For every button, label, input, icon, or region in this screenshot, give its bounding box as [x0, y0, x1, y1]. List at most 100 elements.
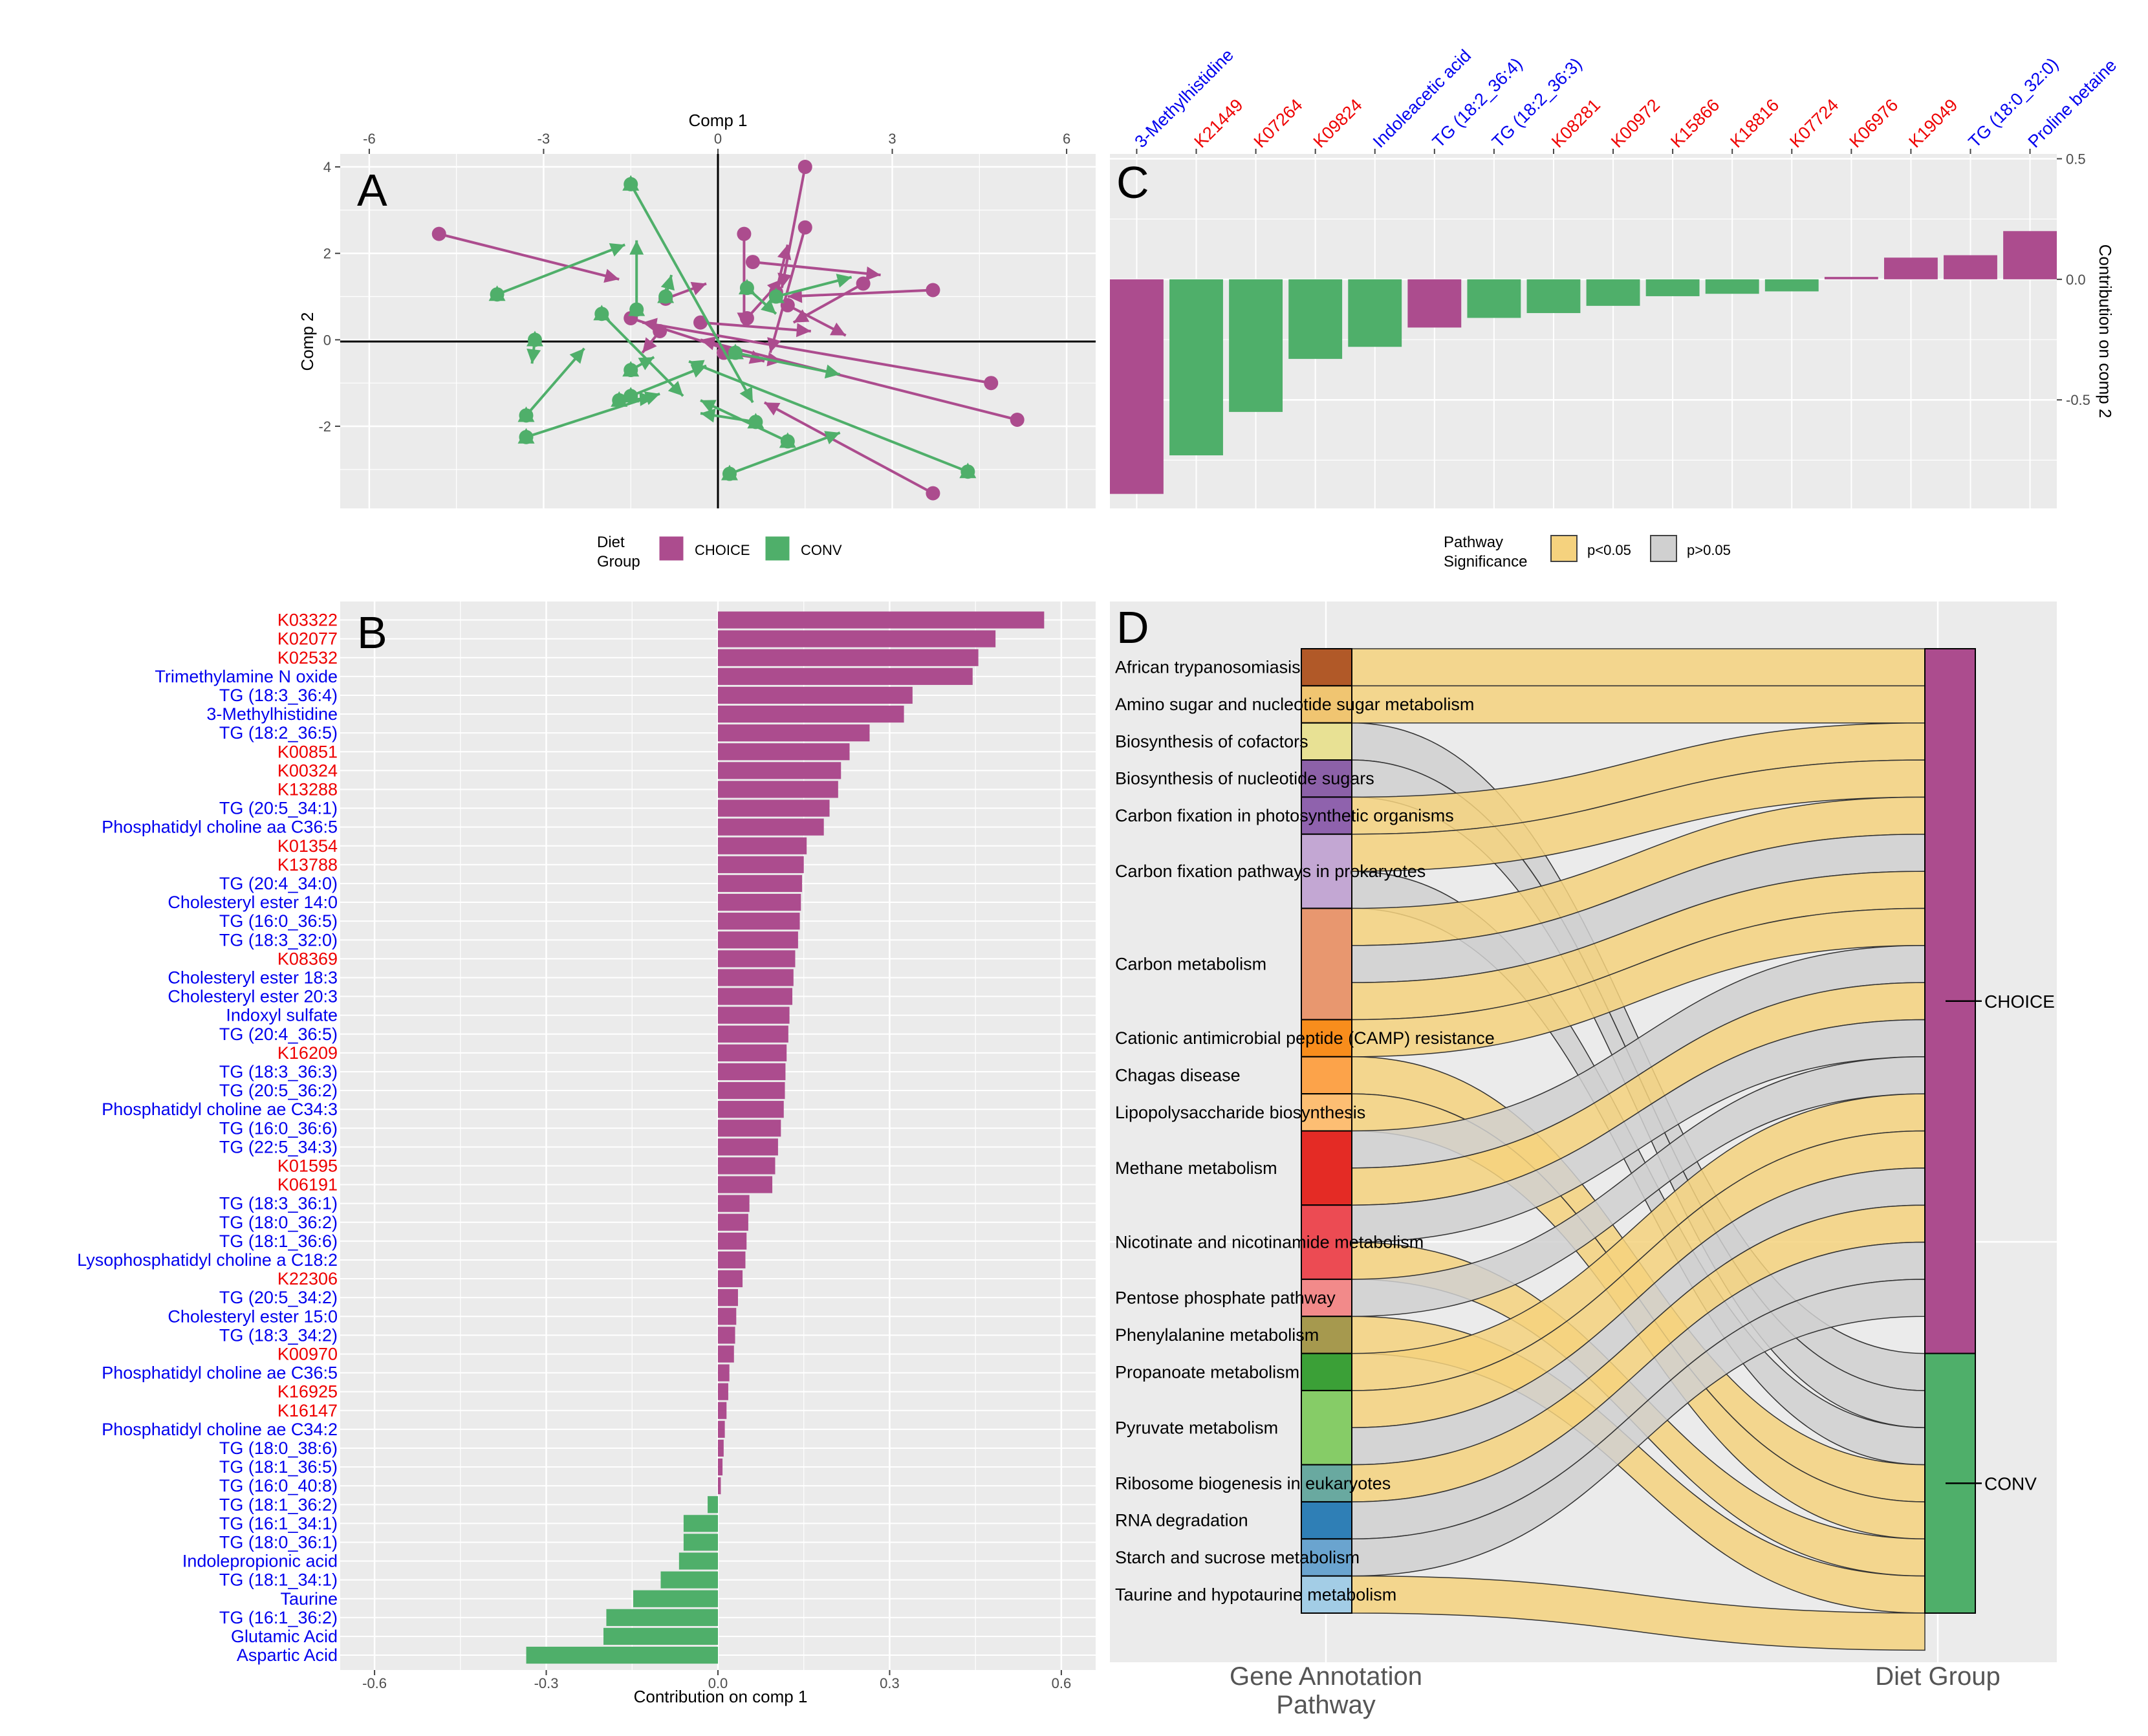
panel-d-labels: African trypanosomiasis Amino sugar and n…: [1115, 658, 2055, 1605]
arrow-line: [700, 321, 811, 332]
point-marker: [780, 298, 795, 312]
y-tick-label: 0: [323, 332, 331, 348]
bar-label: TG (20:4_34:0): [219, 874, 338, 893]
bar: [718, 1327, 735, 1344]
bar-label: Indolepropionic acid: [182, 1552, 338, 1571]
bar: [718, 611, 1045, 629]
bar: [1824, 277, 1878, 279]
panel-c-y-ticks: 0.5 0.0 -0.5: [2057, 151, 2090, 408]
arrow-head: [777, 244, 792, 261]
arrow-head: [609, 243, 625, 257]
pathway-stratum: [1301, 1019, 1352, 1058]
pathway-label: Chagas disease: [1115, 1065, 1241, 1085]
pathway-stratum: [1301, 1130, 1352, 1206]
point-marker: [658, 289, 673, 304]
y-tick-label: -2: [318, 418, 331, 435]
bar-label: TG (20:5_34:2): [219, 1288, 338, 1307]
bar: [718, 686, 913, 704]
point-marker: [594, 307, 609, 321]
bar: [1944, 255, 1997, 279]
bar-label: Indoxyl sulfate: [226, 1006, 338, 1025]
pathway-label: Propanoate metabolism: [1115, 1362, 1299, 1382]
pathway-stratum: [1301, 1575, 1352, 1614]
bar: [718, 1157, 776, 1175]
point-marker: [527, 332, 542, 347]
arrow-head: [700, 400, 717, 413]
panel-b-x-ticks: -0.6 -0.3 0.0 0.3 0.6: [362, 1670, 1071, 1691]
bar-label: K00972: [1607, 95, 1664, 151]
y-tick-label: 0.5: [2066, 151, 2086, 167]
point-marker: [768, 289, 783, 304]
pathway-stratum: [1301, 796, 1352, 835]
bar: [718, 799, 830, 817]
x-tick-label: -6: [363, 131, 376, 147]
pathway-label: Pentose phosphate pathway: [1115, 1288, 1336, 1308]
panel-d-flows: [1351, 648, 1926, 1651]
arrow-head: [739, 386, 753, 403]
bar-label: K07724: [1786, 95, 1842, 151]
bar: [718, 856, 804, 873]
bar: [1110, 279, 1164, 494]
bar-label: TG (18:1_36:5): [219, 1457, 338, 1477]
bar-label: Trimethylamine N oxide: [155, 667, 338, 686]
bar-label: TG (16:1_34:1): [219, 1514, 338, 1533]
bar: [1288, 279, 1343, 359]
bar-label: TG (18:1_34:1): [219, 1570, 338, 1590]
x-tick-label: -3: [537, 131, 550, 147]
bar: [718, 1081, 785, 1100]
pathway-label: Cationic antimicrobial peptide (CAMP) re…: [1115, 1028, 1495, 1048]
pathway-stratum: [1301, 722, 1352, 761]
panel-c-letter: C: [1116, 157, 1149, 208]
bar-label: K00851: [277, 742, 338, 761]
bar: [718, 667, 973, 685]
bar-label: TG (16:0_36:5): [219, 911, 338, 931]
bar-label: K08281: [1548, 95, 1604, 151]
bar: [718, 1213, 748, 1231]
arrow-line: [629, 183, 754, 404]
bar: [1229, 279, 1283, 412]
bar: [718, 913, 800, 930]
alluvial-flow: [1351, 648, 1926, 687]
diet-legend-label-conv: CONV: [801, 542, 842, 558]
x-tick-label: 3: [888, 131, 896, 147]
pathway-stratum: [1301, 833, 1352, 909]
bar: [718, 893, 801, 911]
bar-label: TG (18:3_36:3): [219, 1062, 338, 1081]
bar-label: TG (16:1_36:2): [219, 1608, 338, 1627]
bar: [718, 705, 904, 723]
point-marker: [693, 315, 708, 330]
bar: [1705, 279, 1759, 294]
arrow-line: [600, 312, 684, 397]
arrow-head: [569, 348, 585, 364]
pathway-legend-swatch-nonsig: [1650, 535, 1677, 562]
bar: [718, 988, 793, 1005]
bar-label: Phosphatidyl choline ae C34:3: [102, 1100, 338, 1119]
bar: [633, 1590, 718, 1607]
point-marker: [739, 310, 754, 325]
bar: [718, 969, 794, 986]
x-tick-label: 0.0: [708, 1675, 728, 1691]
bar-label: Taurine: [280, 1589, 338, 1609]
point-marker: [728, 345, 743, 360]
bar: [683, 1534, 718, 1551]
bar: [1645, 279, 1700, 296]
pathway-label: Biosynthesis of cofactors: [1115, 732, 1308, 751]
panel-a-arrows: [431, 160, 1025, 501]
alluvial-flow: [1351, 1575, 1926, 1651]
pathway-label: Taurine and hypotaurine metabolism: [1115, 1585, 1396, 1604]
panel-b-bars: [526, 611, 1045, 1664]
bar-label: K13288: [277, 779, 338, 799]
bar-label: TG (18:3_36:4): [219, 686, 338, 705]
x-tick-label: 0: [714, 131, 722, 147]
panel-d: African trypanosomiasis Amino sugar and n…: [1110, 602, 2057, 1719]
bar: [718, 950, 796, 968]
arrow-head: [660, 275, 675, 291]
bar-label: TG (18:1_36:2): [219, 1495, 338, 1514]
pathway-label: Biosynthesis of nucleotide sugars: [1115, 769, 1374, 788]
pathway-label: Lipopolysaccharide biosynthesis: [1115, 1103, 1365, 1122]
point-marker: [722, 466, 737, 481]
bar: [718, 874, 803, 893]
point-marker: [856, 276, 871, 291]
arrow-line: [439, 232, 620, 281]
